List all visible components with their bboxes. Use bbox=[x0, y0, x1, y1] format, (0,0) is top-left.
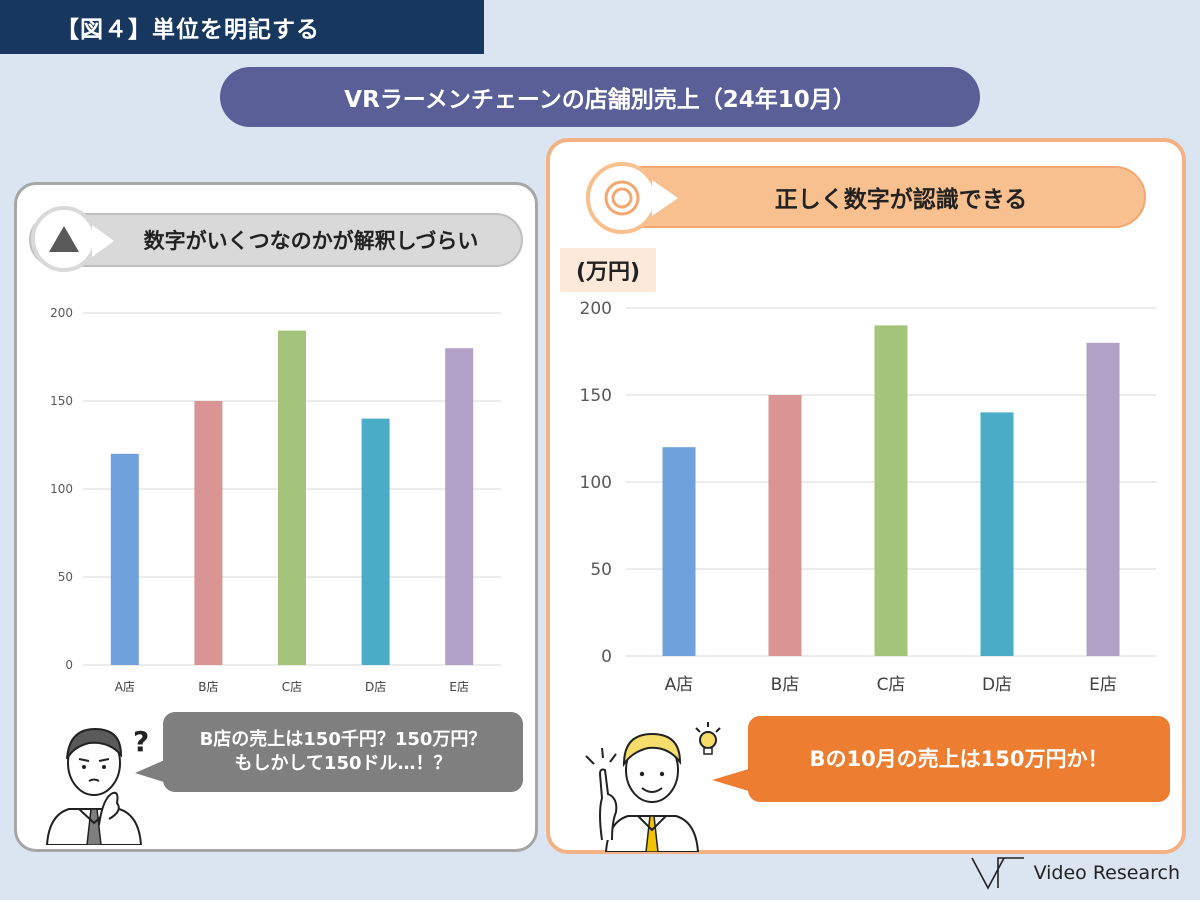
right-speech-bubble: Bの10月の売上は150万円か！ bbox=[748, 716, 1170, 802]
right-ytick-label: 200 bbox=[580, 299, 612, 319]
right-heading: 正しく数字が認識できる bbox=[586, 166, 1146, 228]
left-bar-1 bbox=[194, 401, 223, 665]
left-category-label: E店 bbox=[449, 680, 469, 694]
left-speech-bubble: B店の売上は150千円？150万円？ もしかして150ドル…！？ bbox=[163, 712, 523, 792]
left-category-label: A店 bbox=[115, 680, 135, 694]
left-bubble-tail bbox=[135, 759, 167, 783]
double-circle-icon bbox=[586, 162, 658, 234]
left-bubble-line1: B店の売上は150千円？150万円？ bbox=[199, 728, 487, 750]
right-ytick-label: 150 bbox=[580, 386, 612, 406]
pointing-person-icon bbox=[585, 722, 721, 852]
triangle-icon bbox=[31, 206, 97, 272]
left-bar-4 bbox=[445, 348, 474, 665]
left-ytick-label: 0 bbox=[65, 658, 73, 672]
left-bar-chart: 0 50 100 150 200 A店 B店 C店 D店 E店 bbox=[50, 306, 501, 694]
left-panel: 数字がいくつなのかが解釈しづらい 0 50 100 150 200 A店 B店 C店 D店 E店 … bbox=[14, 182, 538, 852]
left-badge-pointer bbox=[92, 225, 114, 257]
right-category-label: D店 bbox=[982, 675, 1012, 695]
left-category-label: B店 bbox=[198, 680, 218, 694]
right-category-label: A店 bbox=[665, 675, 694, 695]
left-ytick-label: 200 bbox=[50, 306, 73, 320]
svg-text:?: ? bbox=[133, 725, 149, 758]
unit-label: (万円) bbox=[560, 248, 656, 292]
right-badge-pointer bbox=[652, 180, 678, 216]
left-bar-3 bbox=[361, 418, 390, 665]
right-category-label: B店 bbox=[771, 675, 800, 695]
right-bar-chart: 0 50 100 150 200 A店 B店 C店 D店 E店 bbox=[580, 299, 1156, 695]
right-category-label: E店 bbox=[1089, 675, 1117, 695]
left-ytick-label: 100 bbox=[50, 482, 73, 496]
left-ytick-label: 150 bbox=[50, 394, 73, 408]
right-ytick-label: 0 bbox=[601, 647, 612, 667]
right-ytick-label: 50 bbox=[590, 560, 612, 580]
right-bar-2 bbox=[874, 325, 908, 656]
right-bar-0 bbox=[662, 447, 696, 656]
confused-person-icon: ? bbox=[45, 725, 149, 845]
left-category-label: D店 bbox=[365, 680, 386, 694]
main-title: VRラーメンチェーンの店舗別売上（24年10月） bbox=[220, 67, 980, 127]
right-panel: 正しく数字が認識できる (万円) 0 50 100 150 200 A店 B店 C店 D店 E店 … bbox=[546, 138, 1186, 854]
vr-logo-mark-icon bbox=[970, 857, 1024, 890]
left-ytick-label: 50 bbox=[58, 570, 73, 584]
left-bar-0 bbox=[110, 453, 139, 665]
right-ytick-label: 100 bbox=[580, 473, 612, 493]
right-bar-3 bbox=[980, 412, 1014, 656]
right-bar-1 bbox=[768, 395, 802, 656]
left-bubble-line2: もしかして150ドル…！？ bbox=[234, 753, 452, 774]
logo-text: Video Research bbox=[1033, 862, 1180, 884]
left-category-label: C店 bbox=[282, 680, 302, 694]
video-research-logo: Video Research bbox=[970, 856, 1180, 890]
right-bar-4 bbox=[1086, 342, 1120, 656]
figure-label: 【図４】単位を明記する bbox=[0, 0, 484, 54]
right-bubble-tail bbox=[712, 768, 752, 792]
right-category-label: C店 bbox=[877, 675, 906, 695]
left-bar-2 bbox=[278, 330, 306, 665]
